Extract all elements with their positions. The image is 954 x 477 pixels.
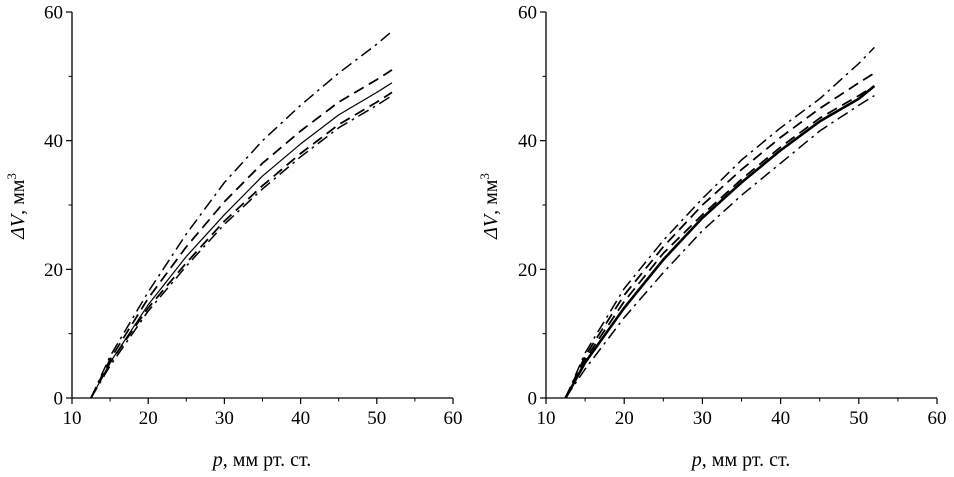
chart-left-series-2-line (90, 69, 393, 399)
chart-right-x-tick-label-0: 10 (537, 408, 556, 429)
chart-left-y-tick-label-0: 0 (54, 389, 64, 410)
chart-left-series-5-line (90, 94, 393, 399)
chart-right-series-5-line (564, 94, 875, 399)
chart-right-series (564, 46, 876, 399)
chart-left-series-1-line (90, 82, 393, 399)
chart-left-series-4-line (90, 30, 393, 399)
chart-left-ticks: 10 20 30 40 50 60 0 20 40 60 (44, 3, 463, 430)
chart-right-y-axis-label: ΔV, мм3 (477, 173, 502, 240)
chart-left-y-tick-label-1: 20 (44, 260, 63, 281)
chart-right-x-tick-label-2: 30 (693, 408, 712, 429)
chart-right-x-axis-label: p, мм рт. ст. (690, 449, 790, 471)
chart-right-series-2-line (564, 72, 875, 399)
chart-left-axes (71, 12, 453, 399)
chart-right-x-tick-label-4: 50 (849, 408, 868, 429)
chart-right-y-tick-label-0: 0 (528, 389, 538, 410)
chart-left-x-tick-label-0: 10 (63, 408, 82, 429)
chart-right-ticks: 10 20 30 40 50 60 0 20 40 60 (518, 3, 947, 430)
chart-left-y-tick-label-2: 40 (44, 131, 63, 152)
chart-right-y-tick-label-1: 20 (518, 260, 537, 281)
chart-right-series-3-line (564, 85, 875, 399)
chart-left-y-axis-label: ΔV, мм3 (4, 173, 29, 240)
chart-left-x-tick-label-4: 50 (367, 408, 386, 429)
chart-right-x-tick-label-1: 20 (615, 408, 634, 429)
chart-left-series-3-line (90, 91, 393, 399)
chart-left-x-tick-label-2: 30 (215, 408, 234, 429)
chart-right: 10 20 30 40 50 60 0 20 40 60 p, мм рт. ст. ΔV, мм… (477, 3, 947, 472)
chart-right-x-tick-label-3: 40 (771, 408, 790, 429)
chart-right-axes (545, 12, 937, 399)
chart-right-series-1-line (564, 84, 876, 399)
chart-right-y-tick-label-2: 40 (518, 131, 537, 152)
chart-left-x-tick-label-1: 20 (139, 408, 158, 429)
chart-right-y-tick-label-3: 60 (518, 3, 537, 24)
chart-left-x-tick-label-5: 60 (444, 408, 463, 429)
chart-left-x-tick-label-3: 40 (291, 408, 310, 429)
chart-left: 10 20 30 40 50 60 0 20 40 60 p, мм рт. ст. ΔV, мм… (4, 3, 463, 472)
chart-right-x-tick-label-5: 60 (928, 408, 947, 429)
chart-left-x-axis-label: p, мм рт. ст. (211, 449, 311, 471)
chart-right-series-4-line (564, 46, 875, 399)
chart-left-series (90, 30, 393, 399)
chart-left-y-tick-label-3: 60 (44, 3, 63, 24)
